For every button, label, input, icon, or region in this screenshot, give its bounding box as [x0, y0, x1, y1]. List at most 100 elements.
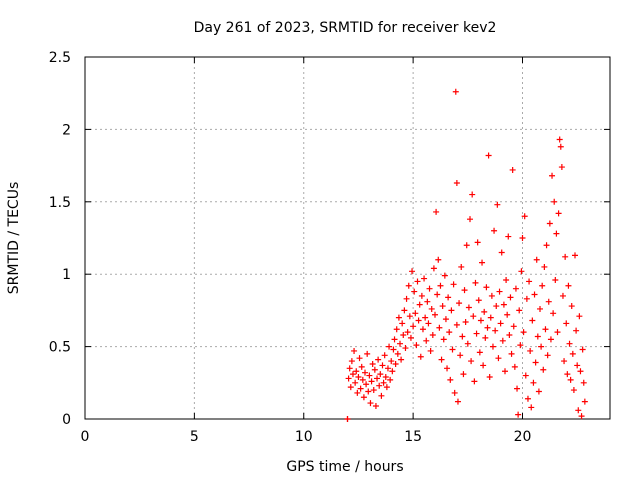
- data-point: [422, 314, 429, 321]
- data-point: [564, 371, 571, 378]
- data-point: [543, 242, 550, 249]
- data-point: [406, 313, 413, 320]
- data-point: [494, 201, 501, 208]
- data-point: [417, 353, 424, 360]
- data-point: [447, 376, 454, 383]
- data-point: [378, 392, 385, 399]
- data-point: [488, 292, 495, 299]
- data-point: [580, 379, 587, 386]
- data-point: [416, 301, 423, 308]
- data-point: [432, 311, 438, 318]
- data-point: [539, 282, 546, 289]
- data-point: [460, 371, 467, 378]
- data-point: [368, 378, 375, 385]
- x-tick-label: 0: [81, 429, 90, 445]
- data-point: [388, 358, 395, 365]
- data-point: [427, 347, 434, 354]
- data-point: [405, 282, 412, 289]
- data-point: [392, 360, 399, 367]
- data-point: [465, 304, 472, 311]
- data-point: [347, 384, 354, 391]
- data-point: [453, 179, 460, 186]
- data-point: [354, 389, 361, 396]
- data-point: [425, 320, 432, 327]
- data-point: [464, 340, 471, 347]
- data-point: [348, 358, 355, 365]
- data-point: [395, 314, 402, 321]
- data-point: [537, 305, 543, 312]
- data-point: [506, 332, 513, 339]
- data-point: [445, 294, 452, 301]
- data-point: [386, 343, 393, 350]
- data-point: [528, 404, 535, 411]
- data-point: [424, 298, 431, 305]
- data-point: [487, 314, 494, 321]
- data-point: [409, 268, 416, 275]
- data-point: [538, 343, 545, 350]
- data-point: [500, 301, 507, 308]
- data-point: [359, 376, 366, 383]
- data-point: [421, 275, 428, 282]
- axis-ticks: 0 5 10 15 20 0 0.5 1 1.5 2 2.5: [49, 50, 610, 445]
- data-point: [576, 313, 583, 320]
- data-point: [533, 256, 540, 263]
- data-point: [544, 352, 551, 359]
- data-point: [578, 413, 585, 420]
- data-point: [393, 326, 400, 333]
- data-point: [555, 210, 562, 217]
- data-point: [410, 323, 417, 330]
- data-point: [477, 317, 484, 324]
- data-point: [581, 398, 588, 405]
- data-point: [554, 329, 561, 336]
- chart-title: Day 261 of 2023, SRMTID for receiver kev…: [194, 20, 497, 36]
- data-point: [369, 360, 376, 367]
- data-point: [441, 272, 448, 279]
- data-point: [527, 347, 534, 354]
- data-point: [407, 334, 414, 341]
- data-point: [402, 345, 409, 352]
- data-point: [437, 282, 444, 289]
- data-point: [545, 298, 552, 305]
- data-point: [493, 303, 500, 310]
- data-point: [474, 239, 481, 246]
- data-point: [483, 284, 490, 291]
- data-point: [520, 329, 527, 336]
- y-tick-label: 1: [62, 267, 71, 283]
- data-point: [351, 347, 358, 354]
- data-point: [563, 320, 570, 327]
- data-point: [381, 352, 388, 359]
- data-point: [436, 324, 443, 331]
- data-point: [349, 371, 356, 378]
- data-point: [505, 233, 512, 240]
- data-point: [371, 366, 378, 373]
- data-point: [362, 369, 368, 376]
- data-point: [579, 346, 586, 353]
- data-point: [507, 294, 514, 301]
- data-point: [534, 333, 541, 340]
- data-point: [382, 374, 389, 381]
- data-point: [553, 230, 560, 237]
- data-point: [479, 259, 486, 266]
- x-tick-label: 5: [190, 429, 199, 445]
- data-point: [521, 213, 528, 220]
- data-point: [374, 375, 381, 382]
- data-point: [451, 389, 458, 396]
- data-point: [458, 263, 465, 270]
- data-point: [480, 362, 487, 369]
- data-point: [440, 336, 447, 343]
- data-point: [384, 365, 391, 372]
- y-axis-label: SRMTID / TECUs: [6, 182, 22, 295]
- data-point: [518, 268, 525, 275]
- data-point: [355, 374, 362, 381]
- data-point: [414, 278, 421, 285]
- data-point: [426, 285, 433, 292]
- data-point: [495, 355, 502, 362]
- data-point: [356, 355, 363, 362]
- plot-frame: [84, 56, 611, 420]
- data-point: [439, 303, 446, 310]
- data-point: [380, 379, 387, 386]
- data-point: [476, 349, 483, 356]
- data-point: [470, 313, 477, 320]
- data-point: [434, 291, 441, 298]
- data-point: [556, 136, 563, 143]
